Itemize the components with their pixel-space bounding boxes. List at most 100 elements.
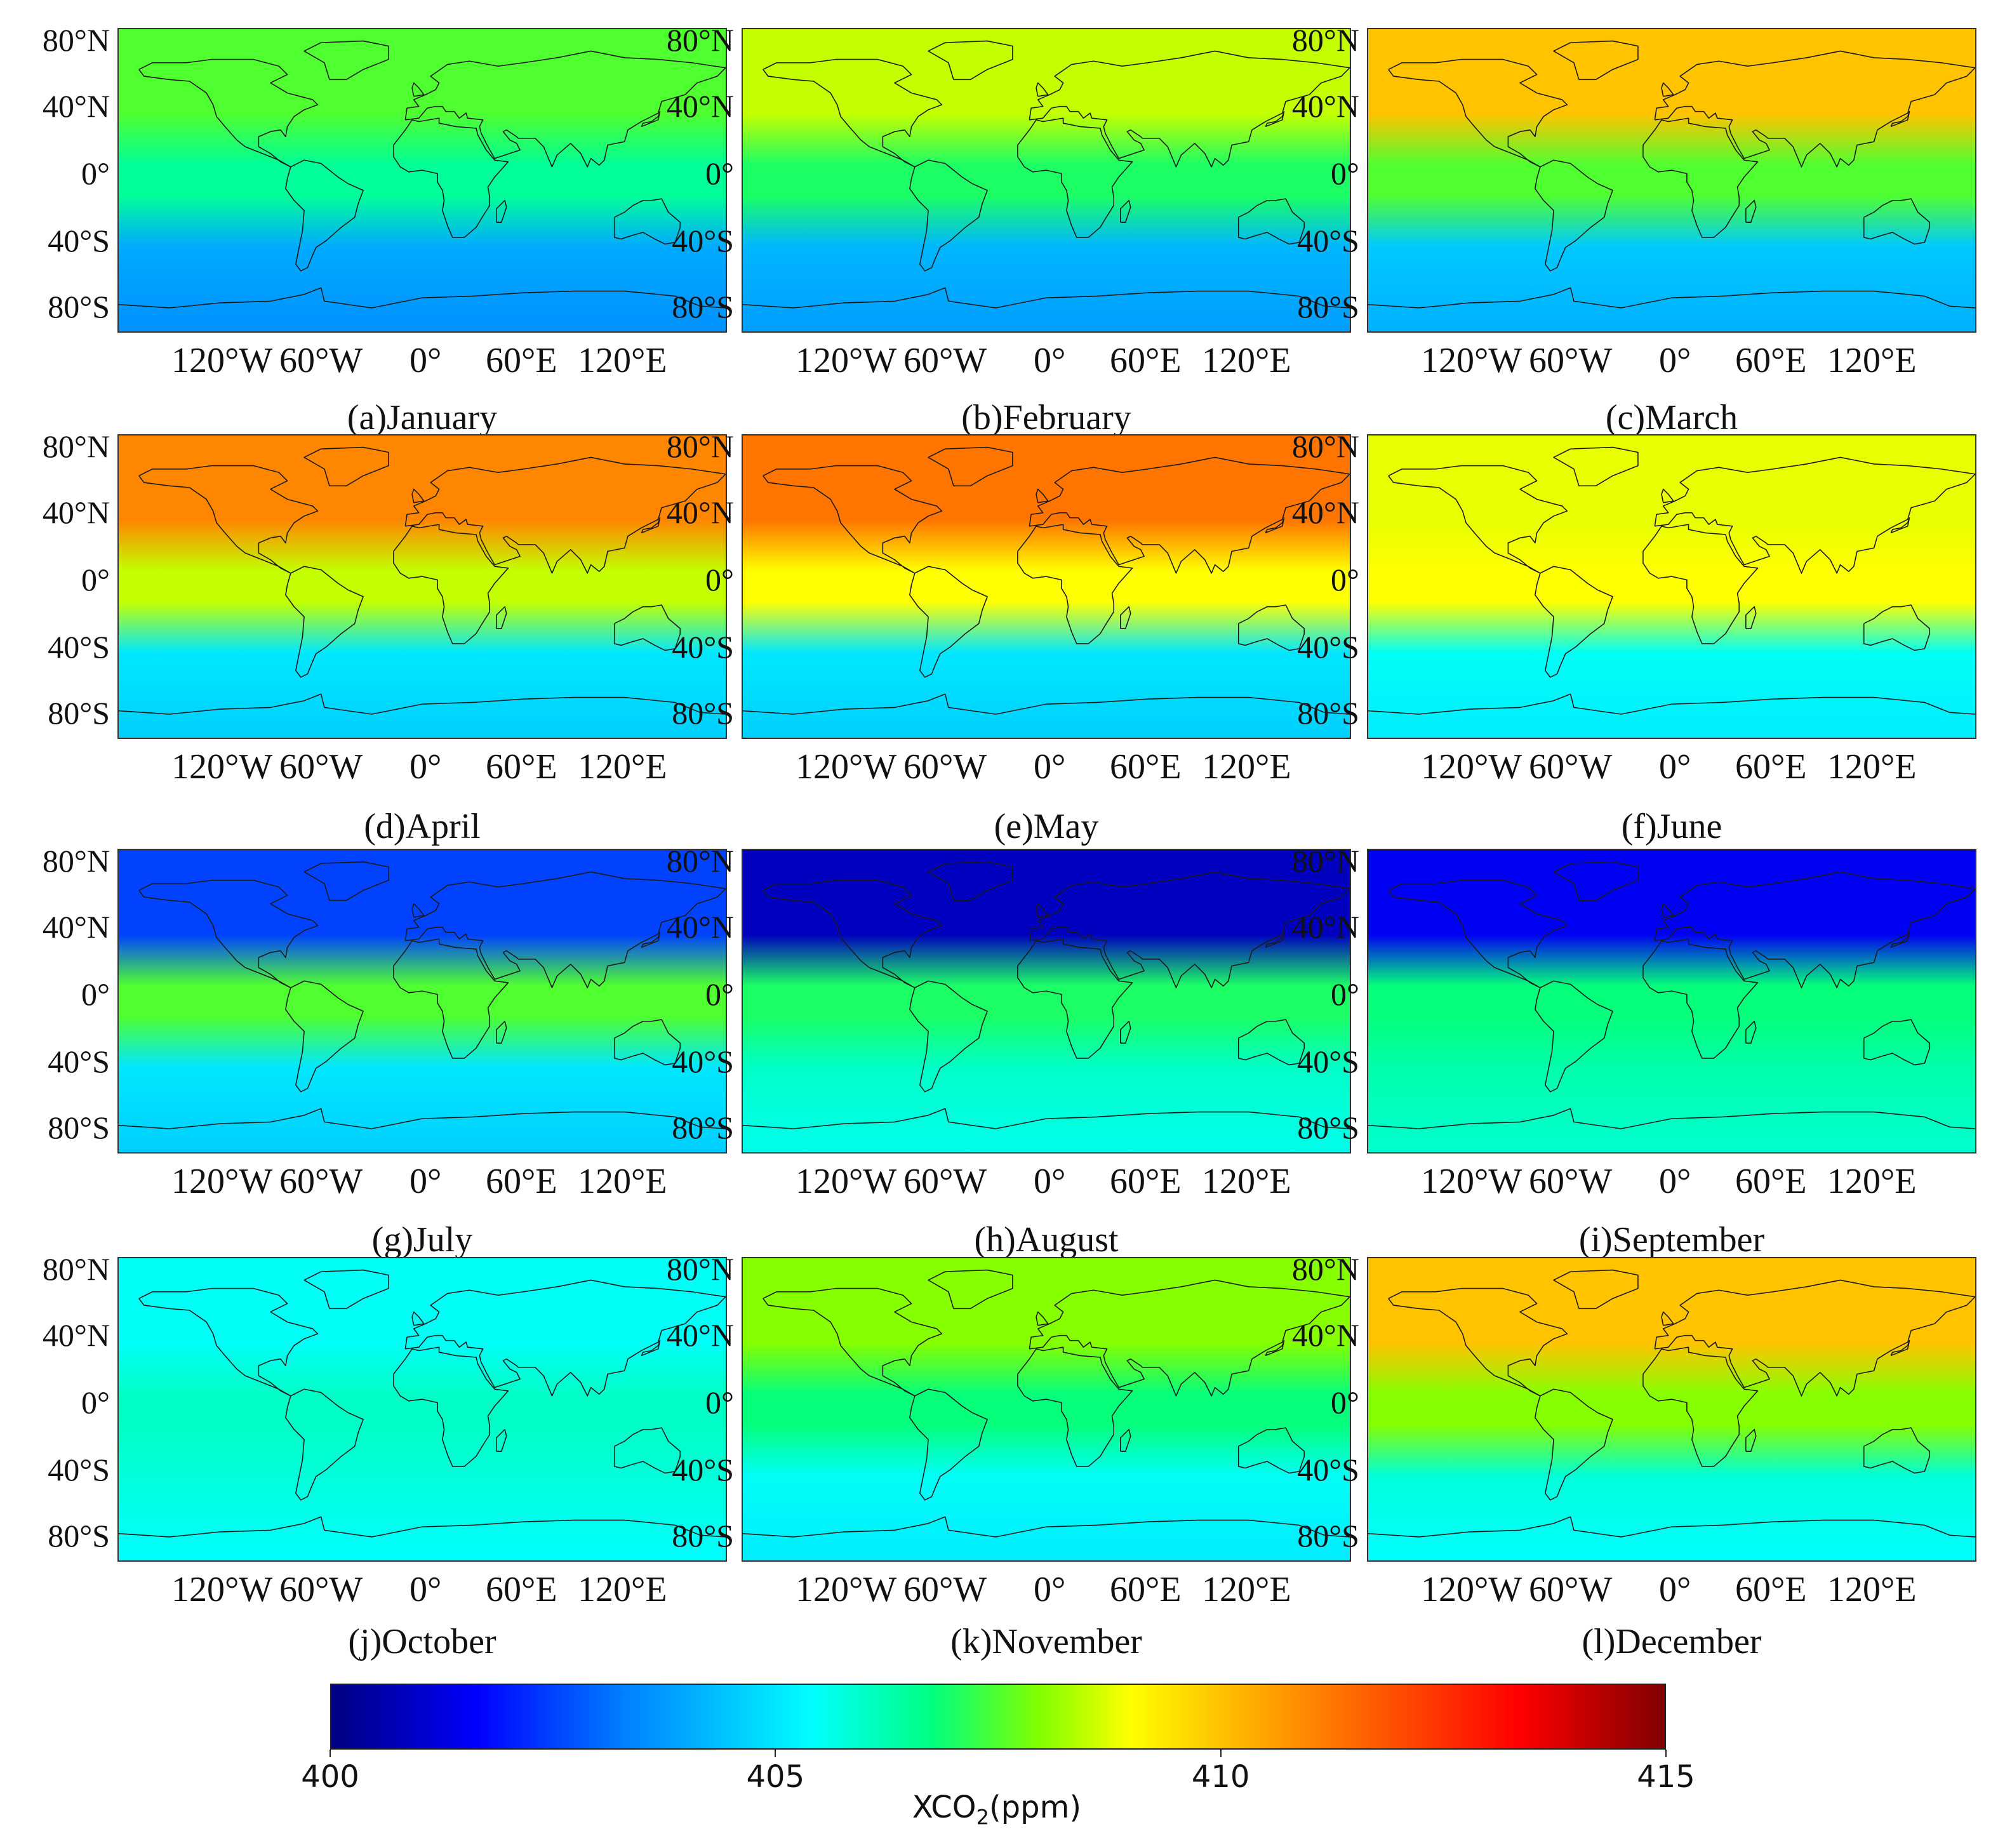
coastline: [496, 606, 507, 629]
lat-label: 40°S: [672, 1452, 734, 1487]
panel-caption: (d)April: [364, 807, 481, 846]
coastline: [613, 1019, 681, 1066]
colorbar-tick-mark: [1220, 1750, 1222, 1757]
lon-label: 60°W: [1529, 341, 1613, 380]
coastline: [404, 871, 726, 988]
coastline: [1029, 871, 1350, 988]
coastline: [1017, 524, 1133, 644]
lat-label: 0°: [81, 976, 110, 1012]
lon-label: 60°E: [1110, 341, 1182, 380]
map-panel: [742, 1257, 1351, 1562]
map-panel: [742, 28, 1351, 333]
coastline: [1120, 606, 1131, 629]
coastline: [1265, 931, 1285, 948]
lat-label: 40°S: [1297, 629, 1359, 665]
lon-label: 0°: [1034, 747, 1066, 787]
lon-label: 60°W: [279, 747, 363, 787]
lon-label: 0°: [410, 1570, 442, 1609]
xco2-field: [743, 29, 1350, 331]
xco2-field: [119, 29, 726, 331]
coastline: [1017, 117, 1133, 238]
coastline: [1368, 287, 1975, 309]
xco2-latitude-field: [1368, 850, 1975, 1152]
colorbar-tick-label: 405: [746, 1759, 805, 1795]
coastline: [1237, 604, 1305, 651]
lon-label: 120°W: [171, 341, 273, 380]
coastline: [1029, 50, 1350, 168]
coastline: [743, 287, 1350, 309]
coastline: [1661, 82, 1674, 97]
lon-label: 120°W: [1421, 341, 1522, 380]
lat-label: 80°S: [48, 695, 110, 731]
coastline: [393, 117, 509, 238]
coastline: [1388, 465, 1568, 574]
lat-label: 40°N: [42, 88, 110, 124]
coastline: [285, 566, 364, 678]
coastline: [496, 199, 507, 223]
coastline: [1237, 1427, 1305, 1474]
coastline: [393, 938, 509, 1059]
coastline: [613, 1427, 681, 1474]
lat-label: 80°N: [666, 22, 734, 58]
lat-label: 80°S: [672, 1110, 734, 1145]
map-panel: [117, 1257, 727, 1562]
map-panel: [1367, 28, 1976, 333]
coastline: [1553, 446, 1639, 487]
lat-label: 40°S: [672, 1044, 734, 1079]
coastline: [743, 693, 1350, 715]
lon-label: 120°E: [578, 1570, 667, 1609]
coastline: [641, 1339, 661, 1357]
coastline: [763, 1287, 943, 1397]
coastline: [1237, 198, 1305, 245]
lon-label: 120°W: [796, 341, 897, 380]
coastline: [393, 1346, 509, 1467]
xco2-field: [743, 435, 1350, 738]
coastline: [1036, 903, 1049, 918]
coastline: [1017, 938, 1133, 1059]
lon-label: 120°W: [796, 1162, 897, 1201]
lon-label: 0°: [1659, 747, 1691, 787]
lon-label: 120°E: [1827, 747, 1917, 787]
colorbar-tick-mark: [1665, 1750, 1667, 1757]
coastline: [1890, 931, 1910, 948]
coastline: [763, 58, 943, 168]
lat-label: 80°S: [1297, 289, 1359, 324]
lat-label: 40°N: [42, 495, 110, 530]
map-panel: [117, 434, 727, 739]
coastline: [411, 82, 425, 97]
coastline: [1120, 1428, 1131, 1452]
lat-label: 80°S: [1297, 1110, 1359, 1145]
coastline: [1890, 517, 1910, 534]
lat-label: 40°N: [666, 88, 734, 124]
coastline: [303, 446, 389, 487]
coastline: [138, 1287, 319, 1397]
xco2-latitude-field: [743, 850, 1350, 1152]
lon-label: 120°E: [578, 341, 667, 380]
coastline: [119, 693, 726, 715]
panel-caption: (c)March: [1605, 398, 1738, 437]
xco2-field: [743, 850, 1350, 1152]
lat-label: 80°N: [42, 843, 110, 879]
coastline: [1654, 1279, 1975, 1397]
coastline: [613, 198, 681, 245]
coastline: [285, 159, 364, 272]
colorbar-tick-mark: [775, 1750, 776, 1757]
lon-label: 0°: [1659, 1162, 1691, 1201]
coastline: [743, 1516, 1350, 1538]
lon-label: 0°: [410, 1162, 442, 1201]
panel-caption: (f)June: [1621, 807, 1722, 846]
lon-label: 120°W: [171, 1162, 273, 1201]
coastline: [1535, 566, 1613, 678]
coastline: [1863, 1427, 1931, 1474]
coastline: [1553, 1269, 1639, 1310]
lon-label: 60°E: [1735, 1570, 1807, 1609]
coastline: [1029, 1279, 1350, 1397]
xco2-field: [743, 1258, 1350, 1560]
lon-label: 60°E: [1110, 747, 1182, 787]
coastline: [641, 517, 661, 534]
coastline: [1368, 693, 1975, 715]
coastline: [1388, 879, 1568, 988]
lon-label: 0°: [1659, 1570, 1691, 1609]
coastline: [496, 1020, 507, 1044]
lat-label: 40°S: [48, 1044, 110, 1079]
